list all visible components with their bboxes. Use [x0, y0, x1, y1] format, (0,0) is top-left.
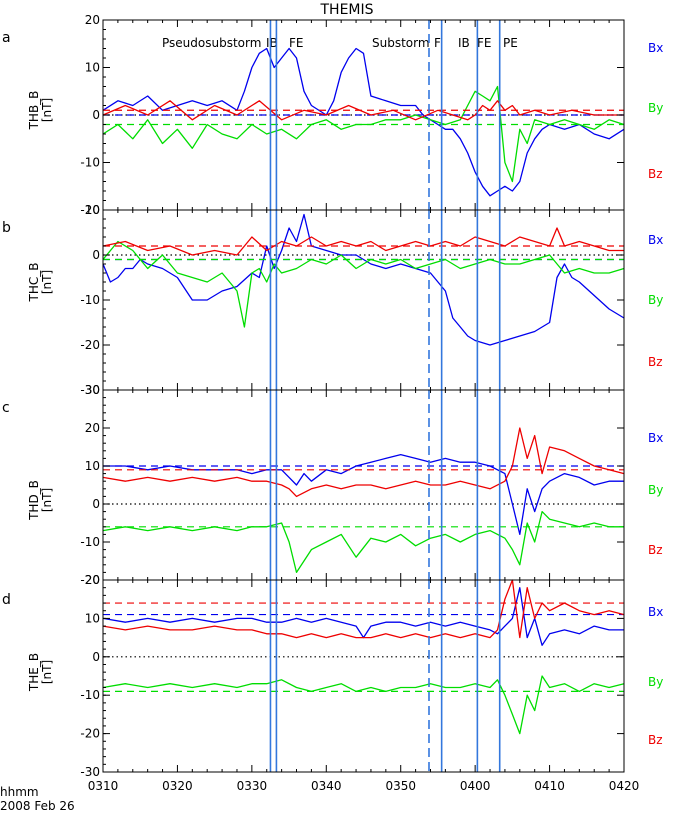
panel-d-ytick-label: 10 — [85, 611, 100, 625]
panel-a-legend-by: By — [648, 101, 663, 115]
panel-c-ylabel-unit: [nT] — [40, 488, 54, 512]
panel-c-ylabel-name: THD_B — [27, 480, 41, 521]
event-labels: Pseudosubstorm IB FE Substorm F IB FE PE — [162, 36, 518, 50]
panel-a-ylabel-name: THB_B — [27, 91, 41, 131]
panel-b-legend-by: By — [648, 293, 663, 307]
panel-a-letter: a — [2, 30, 11, 46]
event-label-pe: PE — [503, 36, 518, 50]
panel-a-ylabel: THB_B [nT] — [27, 91, 54, 131]
panel-b-frame — [102, 209, 625, 391]
panel-c-bx-line — [103, 453, 624, 536]
panel-d-legend-by: By — [648, 675, 663, 689]
panel-c-legend-by: By — [648, 483, 663, 497]
figure-title: THEMIS — [319, 2, 373, 18]
panel-a-ylabel-unit: [nT] — [40, 98, 54, 122]
event-label-fe-1: FE — [289, 36, 303, 50]
panel-c-by-line — [102, 510, 624, 574]
panel-b-legend-bz: Bz — [648, 355, 663, 369]
panel-c-ytick-label: 20 — [85, 421, 100, 435]
panel-c-ytick-label: 30 — [85, 383, 100, 397]
panel-c-legend-bx: Bx — [648, 431, 663, 445]
panel-b-legend-bx: Bx — [648, 233, 663, 247]
event-label-fe-2: FE — [477, 36, 491, 50]
xtick-label-0400: 0400 — [460, 779, 491, 793]
xtick-label-0330: 0330 — [237, 779, 268, 793]
panel-b-bx-line — [102, 213, 625, 346]
panel-d-ytick-label: -20 — [80, 727, 100, 741]
panel-c-ytick-label: -20 — [80, 573, 100, 587]
event-label-ib-2: IB — [458, 36, 470, 50]
panel-b-ylabel-name: THC_B — [27, 263, 41, 303]
panel-d-ytick-label: -30 — [80, 765, 100, 779]
xtick-label-0420: 0420 — [609, 779, 640, 793]
panel-c-ylabel: THD_B [nT] — [27, 480, 54, 521]
panel-d-bx-line — [102, 587, 624, 646]
panel-d-legend-bx: Bx — [648, 605, 663, 619]
panel-a-ytick-label: -20 — [80, 203, 100, 217]
xtick-label-0320: 0320 — [162, 779, 193, 793]
panel-d-ylabel: THE_B [nT] — [27, 653, 54, 692]
panel-b-letter: b — [2, 220, 11, 236]
panel-c-letter: c — [2, 400, 10, 416]
time-axis-label: hhmm — [0, 785, 39, 799]
panel-a-ytick-label: 20 — [85, 13, 100, 27]
panel-d-ytick-label: 20 — [85, 573, 100, 587]
time-axis: hhmm 2008 Feb 26 0310 0320 0330 0340 0350 040… — [0, 779, 639, 813]
panel-a-bz-line — [102, 100, 624, 121]
panel-d: d THE_B [nT] Bx By Bz -30 -20 -10 0 10 20 — [2, 573, 663, 779]
panel-d-ytick-label: 0 — [92, 650, 100, 664]
panel-d-by-line — [102, 675, 625, 735]
panel-a-by-line — [102, 85, 625, 183]
panel-a-ytick-label: -10 — [80, 156, 100, 170]
panel-b-ylabel-unit: [nT] — [40, 270, 54, 294]
panel-b-ytick-label: -20 — [80, 338, 100, 352]
panel-b-by-line — [102, 240, 625, 328]
panel-b: b THC_B [nT] Bx By Bz -30 -20 -10 0 10 — [2, 203, 663, 397]
panel-b-ytick-label: -10 — [80, 293, 100, 307]
event-label-f: F — [434, 36, 441, 50]
panel-d-bz-line — [102, 579, 625, 639]
panel-a-ytick-label: 10 — [85, 61, 100, 75]
panel-c-bz-line — [102, 427, 625, 498]
panel-a: a THB_B [nT] Bx By Bz Pseudosubstorm IB … — [2, 13, 663, 217]
panel-a-legend-bx: Bx — [648, 41, 663, 55]
xtick-label-0310: 0310 — [88, 779, 119, 793]
panel-a-bx-line — [102, 47, 625, 197]
panel-c-ytick-label: 10 — [85, 459, 100, 473]
panel-b-ytick-label: 0 — [92, 248, 100, 262]
event-label-pseudosubstorm: Pseudosubstorm — [162, 36, 261, 50]
panel-b-ytick-label: -30 — [80, 383, 100, 397]
panel-d-letter: d — [2, 592, 11, 608]
panel-c-legend-bz: Bz — [648, 543, 663, 557]
panel-d-ylabel-unit: [nT] — [40, 660, 54, 684]
panel-b-bz-line — [102, 227, 624, 256]
xtick-label-0410: 0410 — [534, 779, 565, 793]
panel-d-ylabel-name: THE_B — [27, 653, 41, 692]
event-label-substorm: Substorm — [372, 36, 430, 50]
date-label: 2008 Feb 26 — [0, 799, 75, 813]
panel-c-ytick-label: 0 — [92, 497, 100, 511]
panel-d-frame — [102, 579, 625, 773]
event-label-ib-1: IB — [266, 36, 278, 50]
xtick-label-0350: 0350 — [385, 779, 416, 793]
panel-d-legend-bz: Bz — [648, 733, 663, 747]
panel-b-ylabel: THC_B [nT] — [27, 263, 54, 303]
xtick-label-0340: 0340 — [311, 779, 342, 793]
panel-c-ytick-label: -10 — [80, 535, 100, 549]
panel-d-ytick-label: -10 — [80, 688, 100, 702]
panel-a-ytick-label: 0 — [92, 108, 100, 122]
panel-b-ytick-label: 10 — [85, 203, 100, 217]
panel-a-legend-bz: Bz — [648, 167, 663, 181]
panel-c: c THD_B [nT] Bx By Bz -20 -10 0 10 20 30 — [2, 383, 663, 587]
